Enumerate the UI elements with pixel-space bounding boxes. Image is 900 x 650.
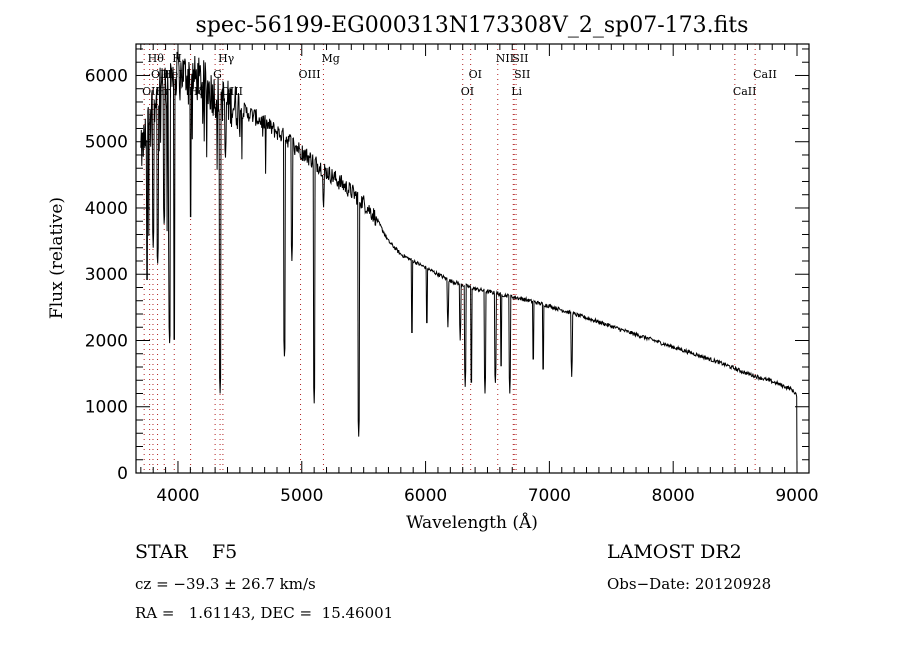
coordinates-text: RA = 1.61143, DEC = 15.46001 <box>135 604 394 622</box>
line-marker-label: Mg <box>321 52 339 65</box>
line-marker-label: SII <box>512 52 528 65</box>
redshift-text: cz = −39.3 ± 26.7 km/s <box>135 575 316 593</box>
axis-ticks: 4000 5000 6000 7000 8000 9000 0 1000 2000 3000 400… <box>85 44 819 506</box>
spectrum-line <box>140 51 798 474</box>
x-tick-label: 9000 <box>775 486 818 506</box>
line-marker-label: OIII <box>221 85 243 98</box>
y-tick-label: 4000 <box>85 199 128 219</box>
line-marker-label: G <box>213 68 222 81</box>
line-marker-label: Hγ <box>218 52 235 65</box>
line-marker-label: OI <box>469 68 482 81</box>
line-marker-label: Hθ <box>148 52 165 65</box>
survey-name: LAMOST DR2 <box>607 541 742 563</box>
line-marker-label: Li <box>511 85 522 98</box>
y-axis-label: Flux (relative) <box>47 197 67 319</box>
object-subclass: F5 <box>212 541 238 563</box>
x-tick-label: 8000 <box>652 486 695 506</box>
x-tick-label: 5000 <box>280 486 323 506</box>
y-tick-label: 1000 <box>85 398 128 418</box>
line-marker-label: CaII <box>733 85 757 98</box>
x-tick-label: 6000 <box>404 486 447 506</box>
line-marker-label: CaII <box>753 68 777 81</box>
obs-date: Obs−Date: 20120928 <box>607 575 772 593</box>
plot-frame <box>135 43 810 474</box>
x-axis-label: Wavelength (Å) <box>406 512 538 533</box>
y-tick-label: 6000 <box>85 66 128 86</box>
object-class: STAR <box>135 541 188 563</box>
line-marker-label: OII <box>142 85 160 98</box>
y-tick-label: 5000 <box>85 133 128 153</box>
line-marker-label: Hη <box>156 85 172 98</box>
line-markers: OIIHθOIIIHηHeIHHδGHγOIIIOIIIMgOIOINIISII… <box>142 44 777 473</box>
line-marker-label: NII <box>496 52 514 65</box>
line-marker-label: OIII <box>299 68 321 81</box>
y-tick-label: 3000 <box>85 265 128 285</box>
y-tick-label: 0 <box>117 464 128 484</box>
line-marker-label: SII <box>514 68 530 81</box>
line-marker-label: OI <box>461 85 474 98</box>
y-tick-label: 2000 <box>85 331 128 351</box>
chart-title: spec-56199-EG000313N173308V_2_sp07-173.f… <box>196 13 749 38</box>
x-tick-label: 4000 <box>156 486 199 506</box>
x-tick-label: 7000 <box>528 486 571 506</box>
